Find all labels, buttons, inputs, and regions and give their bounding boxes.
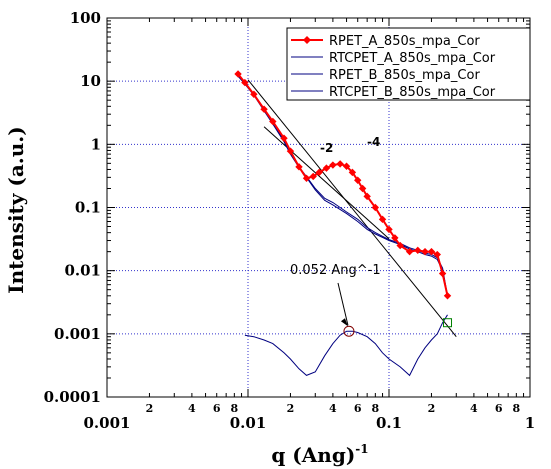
data-point [336, 160, 344, 168]
data-point [371, 203, 380, 212]
data-point [443, 292, 452, 300]
data-point [234, 70, 242, 78]
x-axis-title: q (Ang)-1 [271, 442, 368, 467]
x-minor-tick-label: 2 [146, 402, 154, 415]
legend-marker [303, 36, 311, 44]
data-point [391, 234, 399, 242]
data-point [269, 117, 277, 126]
y-axis-title: Intensity (a.u.) [4, 126, 28, 293]
annotation-arrow [337, 282, 349, 326]
x-minor-tick-label: 2 [428, 402, 436, 415]
x-minor-tick-label: 2 [287, 402, 295, 415]
y-axis-ticks: 100 10 1 0.1 0.01 0.001 0.0001 [44, 9, 530, 406]
data-point [396, 241, 404, 250]
data-point [427, 247, 436, 256]
y-tick-label: 100 [70, 9, 101, 27]
fit-line [263, 126, 390, 240]
series-end-marker [443, 318, 453, 328]
x-minor-tick-label: 6 [213, 402, 221, 415]
data-point [329, 161, 337, 169]
data-point [348, 168, 357, 177]
x-minor-tick-label: 6 [354, 402, 362, 415]
power-law-fit-lines [247, 79, 457, 338]
x-tick-label: 0.01 [230, 414, 267, 432]
data-point [302, 174, 311, 182]
x-minor-tick-label: 4 [329, 402, 337, 415]
fit-line [247, 79, 457, 338]
data-series [234, 70, 453, 377]
data-point [385, 225, 393, 234]
x-minor-tick-label: 6 [495, 402, 503, 415]
data-point [421, 247, 429, 256]
legend-label: RTCPET_B_850s_mpa_Cor [329, 85, 496, 100]
x-minor-tick-label: 8 [231, 402, 239, 415]
data-point [358, 184, 367, 193]
data-point [405, 247, 414, 256]
peak-annotation: 0.052 Ang^-1 [290, 263, 381, 337]
x-tick-label: 1 [525, 414, 535, 432]
data-point [414, 246, 422, 255]
data-point [354, 176, 362, 184]
data-point [315, 168, 323, 177]
x-tick-label: 0.1 [376, 414, 402, 432]
y-tick-label: 10 [80, 72, 101, 90]
annotation-text: 0.052 Ang^-1 [290, 263, 381, 278]
x-minor-tick-label: 8 [513, 402, 521, 415]
fit-slope-label: -2 [320, 141, 333, 155]
data-point [295, 163, 303, 171]
data-point [280, 134, 288, 142]
legend-box [286, 27, 531, 101]
data-point [286, 147, 295, 155]
data-point [363, 192, 371, 201]
y-tick-label: 0.1 [75, 199, 101, 217]
data-point [322, 164, 331, 172]
fit-slope-label: -4 [367, 135, 380, 149]
legend-label: RPET_B_850s_mpa_Cor [329, 68, 480, 83]
data-point [260, 105, 268, 113]
x-minor-tick-label: 4 [188, 402, 196, 415]
data-point [241, 78, 249, 87]
data-point [342, 162, 351, 170]
x-tick-label: 0.001 [84, 414, 131, 432]
x-axis-ticks: 0.001 0.01 0.1 12 4 6 8 2 4 6 8 2 4 6 8 [84, 18, 535, 432]
y-tick-label: 0.001 [54, 325, 101, 343]
data-point [438, 269, 447, 278]
legend-label: RPET_A_850s_mpa_Cor [329, 34, 480, 49]
data-point [433, 250, 441, 259]
x-minor-tick-label: 8 [372, 402, 380, 415]
data-point [378, 215, 387, 224]
y-tick-label: 1 [91, 135, 101, 153]
annotation-arrowhead [340, 318, 348, 327]
annotation-marker [343, 325, 355, 337]
legend-label: RTCPET_A_850s_mpa_Cor [329, 51, 496, 66]
data-point [309, 172, 317, 181]
series-line [244, 314, 448, 377]
x-minor-tick-label: 4 [470, 402, 478, 415]
y-tick-label: 0.01 [64, 262, 101, 280]
legend: RPET_A_850s_mpa_Cor RTCPET_A_850s_mpa_Cor… [286, 27, 531, 101]
data-point [250, 90, 258, 98]
fit-slope-labels: -2 -4 [320, 135, 380, 155]
y-tick-label: 0.0001 [44, 388, 101, 406]
